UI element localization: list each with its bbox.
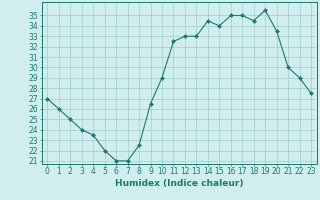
X-axis label: Humidex (Indice chaleur): Humidex (Indice chaleur) <box>115 179 244 188</box>
